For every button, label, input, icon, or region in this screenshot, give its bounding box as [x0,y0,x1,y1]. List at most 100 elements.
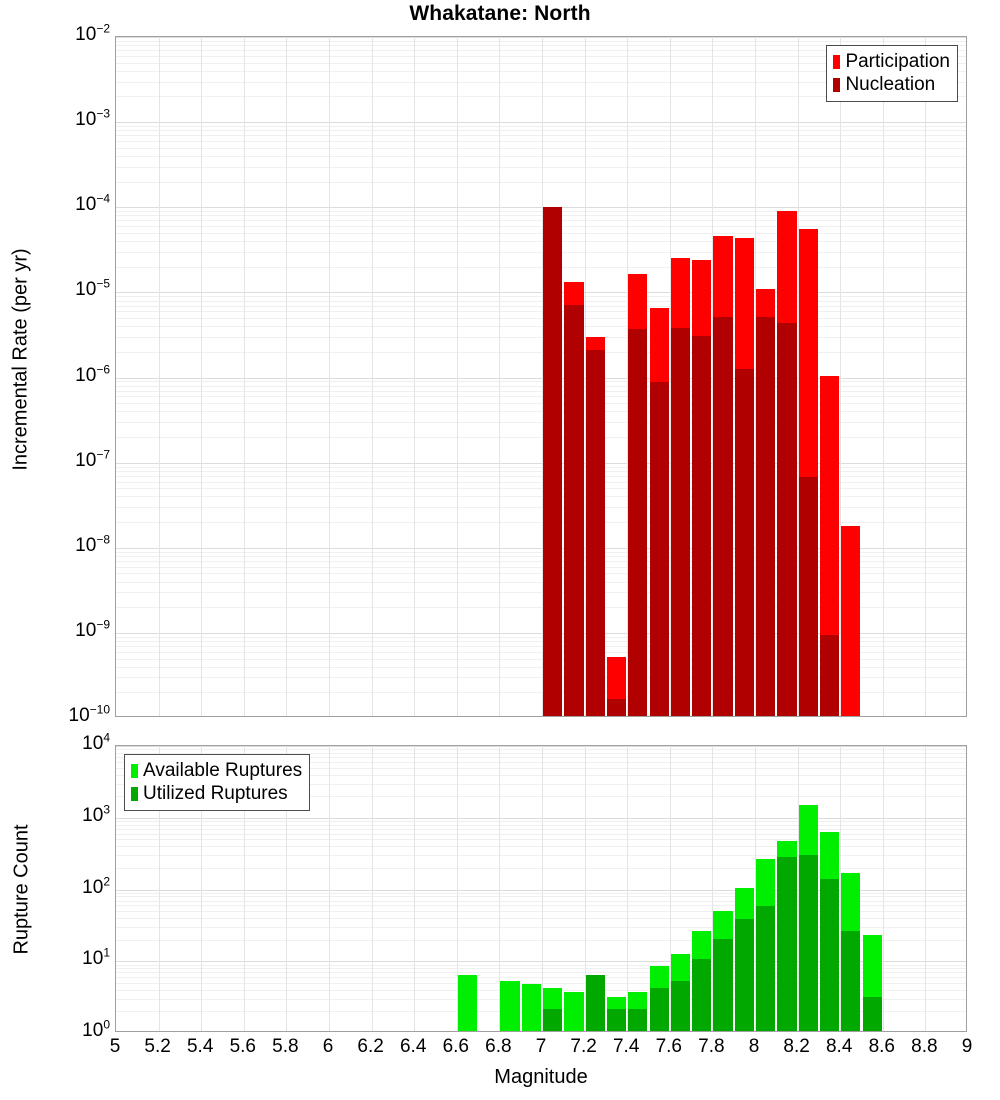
gridline-horizontal-minor [116,983,966,984]
gridline-vertical [925,746,927,1031]
gridline-horizontal-minor [116,749,966,750]
gridline-vertical [158,37,160,716]
gridline-horizontal-minor [116,968,966,969]
y-axis-tick-label: 10−7 [75,447,110,471]
bar-utilized-ruptures [841,930,861,1031]
gridline-horizontal-minor [116,252,966,253]
x-axis-tick-label: 6.6 [442,1036,470,1057]
gridline-horizontal-major [116,463,966,464]
gridline-horizontal-minor [116,141,966,142]
gridline-horizontal-minor [116,561,966,562]
bar-available-ruptures [457,975,478,1031]
gridline-horizontal-minor [116,467,966,468]
gridline-horizontal-minor [116,211,966,212]
gridline-horizontal-minor [116,896,966,897]
bar-utilized-ruptures [628,1009,648,1031]
gridline-horizontal-minor [116,71,966,72]
gridline-horizontal-minor [116,96,966,97]
gridline-vertical [243,37,245,716]
gridline-horizontal-minor [116,337,966,338]
legend-item-nucleation: Nucleation [833,73,950,96]
gridline-horizontal-minor [116,135,966,136]
gridline-vertical [329,37,330,716]
gridline-horizontal-minor [116,990,966,991]
bar-utilized-ruptures [692,959,712,1031]
gridline-horizontal-minor [116,50,966,51]
gridline-horizontal-minor [116,220,966,221]
legend-item-utilized-ruptures: Utilized Ruptures [131,782,302,805]
gridline-horizontal-minor [116,829,966,830]
gridline-vertical [840,37,842,716]
gridline-horizontal-minor [116,318,966,319]
bar-nucleation [543,207,563,716]
x-axis-tick-label: 7 [535,1036,547,1057]
gridline-horizontal-minor [116,156,966,157]
bar-nucleation [692,336,712,716]
y-axis-title-top: Incremental Rate (per yr) [9,248,32,471]
gridline-vertical [371,746,373,1031]
gridline-horizontal-major [116,292,966,293]
gridline-vertical [584,37,586,716]
gridline-horizontal-minor [116,641,966,642]
gridline-horizontal-minor [116,476,966,477]
x-axis-tick-label: 5.8 [272,1036,299,1057]
gridline-vertical [755,746,756,1031]
x-axis-tick-label: 8.6 [868,1036,896,1057]
gridline-horizontal-minor [116,56,966,57]
bar-utilized-ruptures [777,856,797,1031]
gridline-horizontal-minor [116,972,966,973]
bar-nucleation [734,368,754,716]
x-axis-tick-label: 8.2 [783,1036,810,1057]
gridline-horizontal-minor [116,226,966,227]
gridline-vertical [286,746,288,1031]
gridline-horizontal-minor [116,659,966,660]
gridline-vertical [499,37,501,716]
gridline-vertical [456,746,458,1031]
x-axis-tick-label: 9 [961,1036,973,1057]
gridline-vertical [669,746,671,1031]
gridline-horizontal-major [116,37,966,38]
gridline-horizontal-minor [116,63,966,64]
gridline-horizontal-minor [116,167,966,168]
gridline-horizontal-minor [116,301,966,302]
gridline-vertical [797,746,799,1031]
y-axis-tick-label: 10−5 [75,277,110,301]
bar-nucleation [798,476,818,716]
y-axis-tick-label: 102 [82,874,110,898]
bar-utilized-ruptures [543,1009,563,1031]
gridline-horizontal-major [116,890,966,891]
gridline-vertical [797,37,799,716]
gridline-horizontal-major [116,378,966,379]
gridline-horizontal-minor [116,45,966,46]
gridline-horizontal-minor [116,652,966,653]
gridline-horizontal-minor [116,637,966,638]
gridline-horizontal-minor [116,855,966,856]
gridline-horizontal-minor [116,437,966,438]
bar-nucleation [756,316,776,716]
gridline-vertical [414,37,416,716]
bar-participation [841,526,861,716]
bar-nucleation [649,381,669,716]
utilized-ruptures-swatch-icon [131,786,138,801]
gridline-horizontal-minor [116,396,966,397]
gridline-horizontal-minor [116,905,966,906]
gridline-horizontal-minor [116,296,966,297]
x-axis-tick-label: 5.4 [186,1036,214,1057]
y-axis-title-bottom: Rupture Count [10,824,33,955]
gridline-horizontal-major [116,207,966,208]
gridline-horizontal-minor [116,41,966,42]
x-axis-tick-label: 6.2 [357,1036,384,1057]
bar-utilized-ruptures [756,906,776,1031]
gridline-horizontal-minor [116,784,966,785]
gridline-horizontal-minor [116,762,966,763]
gridline-vertical [584,746,586,1031]
gridline-horizontal-minor [116,692,966,693]
bar-nucleation [670,328,691,716]
rupture-count-plot: Available Ruptures Utilized Ruptures [115,745,967,1032]
gridline-horizontal-minor [116,796,966,797]
gridline-horizontal-minor [116,352,966,353]
legend-item-available-ruptures: Available Ruptures [131,759,302,782]
gridline-vertical [542,746,543,1031]
y-axis-tick-label: 104 [82,730,110,754]
gridline-horizontal-minor [116,607,966,608]
